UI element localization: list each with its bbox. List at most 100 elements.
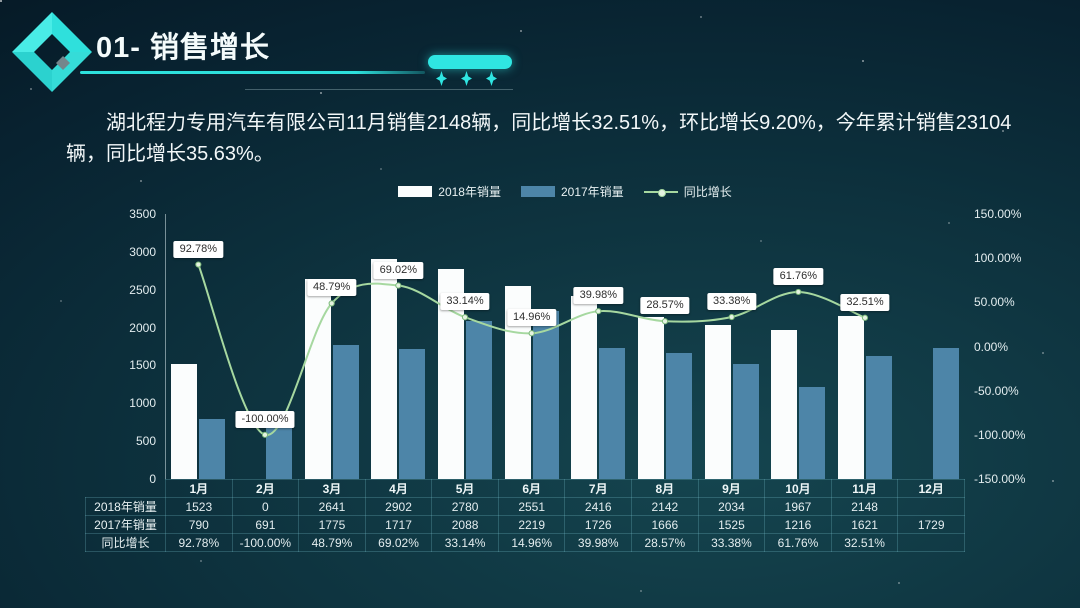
legend-label: 2018年销量 <box>438 185 501 199</box>
right-axis-tick: 100.00% <box>974 251 1022 266</box>
table-cell: -100.00% <box>231 533 300 552</box>
table-cell: 48.79% <box>298 533 366 552</box>
table-cell: 14.96% <box>497 533 566 552</box>
growth-point-marker <box>195 261 202 268</box>
table-cell: 1717 <box>364 515 433 534</box>
table-cell: 790 <box>165 515 233 534</box>
right-axis-tick: 150.00% <box>974 207 1022 221</box>
legend-label: 同比增长 <box>683 185 732 199</box>
bar-2018年销量-8月 <box>638 316 664 479</box>
growth-label-7月: 39.98% <box>573 287 623 305</box>
chart-legend: 2018年销量 2017年销量 同比增长 <box>165 183 965 200</box>
right-axis-tick: -50.00% <box>974 383 1019 398</box>
bar-2018年销量-10月 <box>771 330 798 479</box>
left-axis-tick: 3000 <box>129 244 156 259</box>
right-axis-tick: 0.00% <box>974 339 1009 354</box>
legend-label: 2017年销量 <box>560 185 624 199</box>
table-cell: 1726 <box>564 515 633 534</box>
bar-2017年销量-5月 <box>466 320 492 479</box>
growth-point-marker <box>395 282 402 289</box>
diamond-icon <box>461 71 472 86</box>
table-cell: 92.78% <box>165 533 233 552</box>
table-cell <box>897 533 965 552</box>
growth-label-4月: 69.02% <box>373 261 423 279</box>
bar-2018年销量-4月 <box>371 259 398 479</box>
growth-point-marker <box>528 330 535 337</box>
bar-2017年销量-9月 <box>732 363 759 479</box>
growth-point-marker <box>328 300 335 307</box>
growth-point-marker <box>595 308 602 315</box>
table-month-header: 9月 <box>697 479 766 498</box>
growth-line-series <box>195 261 869 438</box>
legend-swatch <box>643 188 678 197</box>
legend-item-同比增长: 同比增长 <box>643 183 732 200</box>
title-underline <box>80 71 425 74</box>
table-cell: 1621 <box>830 515 899 534</box>
table-cell: 1216 <box>764 515 832 534</box>
table-row: 2017年销量 790 691 1775 1717 2088 2219 1726 1666 152… <box>85 515 965 534</box>
table-cell: 2551 <box>497 497 566 516</box>
growth-line-path <box>197 264 866 436</box>
bar-2017年销量-10月 <box>799 386 826 479</box>
left-axis-tick: 500 <box>135 434 156 449</box>
bar-2018年销量-9月 <box>704 324 731 479</box>
table-cell: 0 <box>231 497 300 516</box>
left-axis-tick: 3500 <box>129 207 156 221</box>
diamond-icon <box>486 71 497 86</box>
header-diamond-decorations <box>436 71 512 86</box>
bar-2018年销量-11月 <box>838 316 864 479</box>
table-month-header: 4月 <box>364 479 433 498</box>
table-cell: 2416 <box>564 497 633 516</box>
growth-label-5月: 33.14% <box>440 293 490 311</box>
left-axis-tick: 2500 <box>129 282 156 297</box>
starfield-decoration <box>0 0 2 2</box>
table-cell: 1666 <box>631 515 699 534</box>
growth-point-marker <box>728 313 735 321</box>
table-row: 同比增长 92.78% -100.00% 48.79% 69.02% 33.14% 14.9… <box>85 533 965 552</box>
left-axis-tick: 1500 <box>129 358 156 373</box>
bar-2017年销量-6月 <box>532 310 559 479</box>
table-month-header: 10月 <box>764 479 832 498</box>
header-accent-bar <box>428 55 512 69</box>
summary-text: 湖北程力专用汽车有限公司11月销售2148辆，同比增长32.51%，环比增长9.… <box>66 112 1012 165</box>
table-month-header: 2月 <box>231 479 300 498</box>
company-logo-icon <box>12 12 92 92</box>
table-cell <box>897 497 965 516</box>
growth-point-marker <box>261 431 269 438</box>
legend-swatch <box>398 186 433 197</box>
bar-2018年销量-1月 <box>171 363 198 479</box>
table-row-label: 2017年销量 <box>85 515 166 534</box>
growth-label-6月: 14.96% <box>507 309 557 327</box>
table-row: 2018年销量 1523 0 2641 2902 2780 2551 2416 2142 2034… <box>85 497 965 516</box>
legend-item-2018年销量: 2018年销量 <box>398 183 501 200</box>
diamond-icon <box>436 71 447 86</box>
table-cell: 2902 <box>364 497 433 516</box>
growth-point-marker <box>661 318 669 325</box>
bar-2017年销量-12月 <box>932 348 959 479</box>
growth-label-8月: 28.57% <box>640 297 690 315</box>
bar-2017年销量-3月 <box>332 344 359 479</box>
right-axis-tick: -150.00% <box>974 472 1026 486</box>
left-axis-tick: 1000 <box>129 396 156 411</box>
table-cell: 2088 <box>431 515 499 534</box>
growth-label-1月: 92.78% <box>173 240 223 258</box>
table-cell: 1967 <box>764 497 832 516</box>
table-cell: 33.38% <box>697 533 766 552</box>
growth-label-10月: 61.76% <box>773 267 823 285</box>
table-cell: 2142 <box>631 497 699 516</box>
header-secondary-line <box>245 89 513 90</box>
bar-2017年销量-7月 <box>599 348 626 479</box>
table-cell: 61.76% <box>764 533 832 552</box>
table-cell: 1775 <box>298 515 366 534</box>
table-month-header: 12月 <box>897 479 965 498</box>
slide-title: 01- 销售增长 <box>96 32 270 64</box>
legend-swatch <box>520 186 555 197</box>
table-row-label: 同比增长 <box>85 533 166 552</box>
left-axis-tick: 2000 <box>129 320 156 335</box>
left-axis-line <box>165 214 166 479</box>
left-axis-tick: 0 <box>149 472 156 486</box>
table-month-header: 5月 <box>431 479 499 498</box>
bar-2017年销量-1月 <box>199 419 226 479</box>
table-cell: 2034 <box>697 497 766 516</box>
